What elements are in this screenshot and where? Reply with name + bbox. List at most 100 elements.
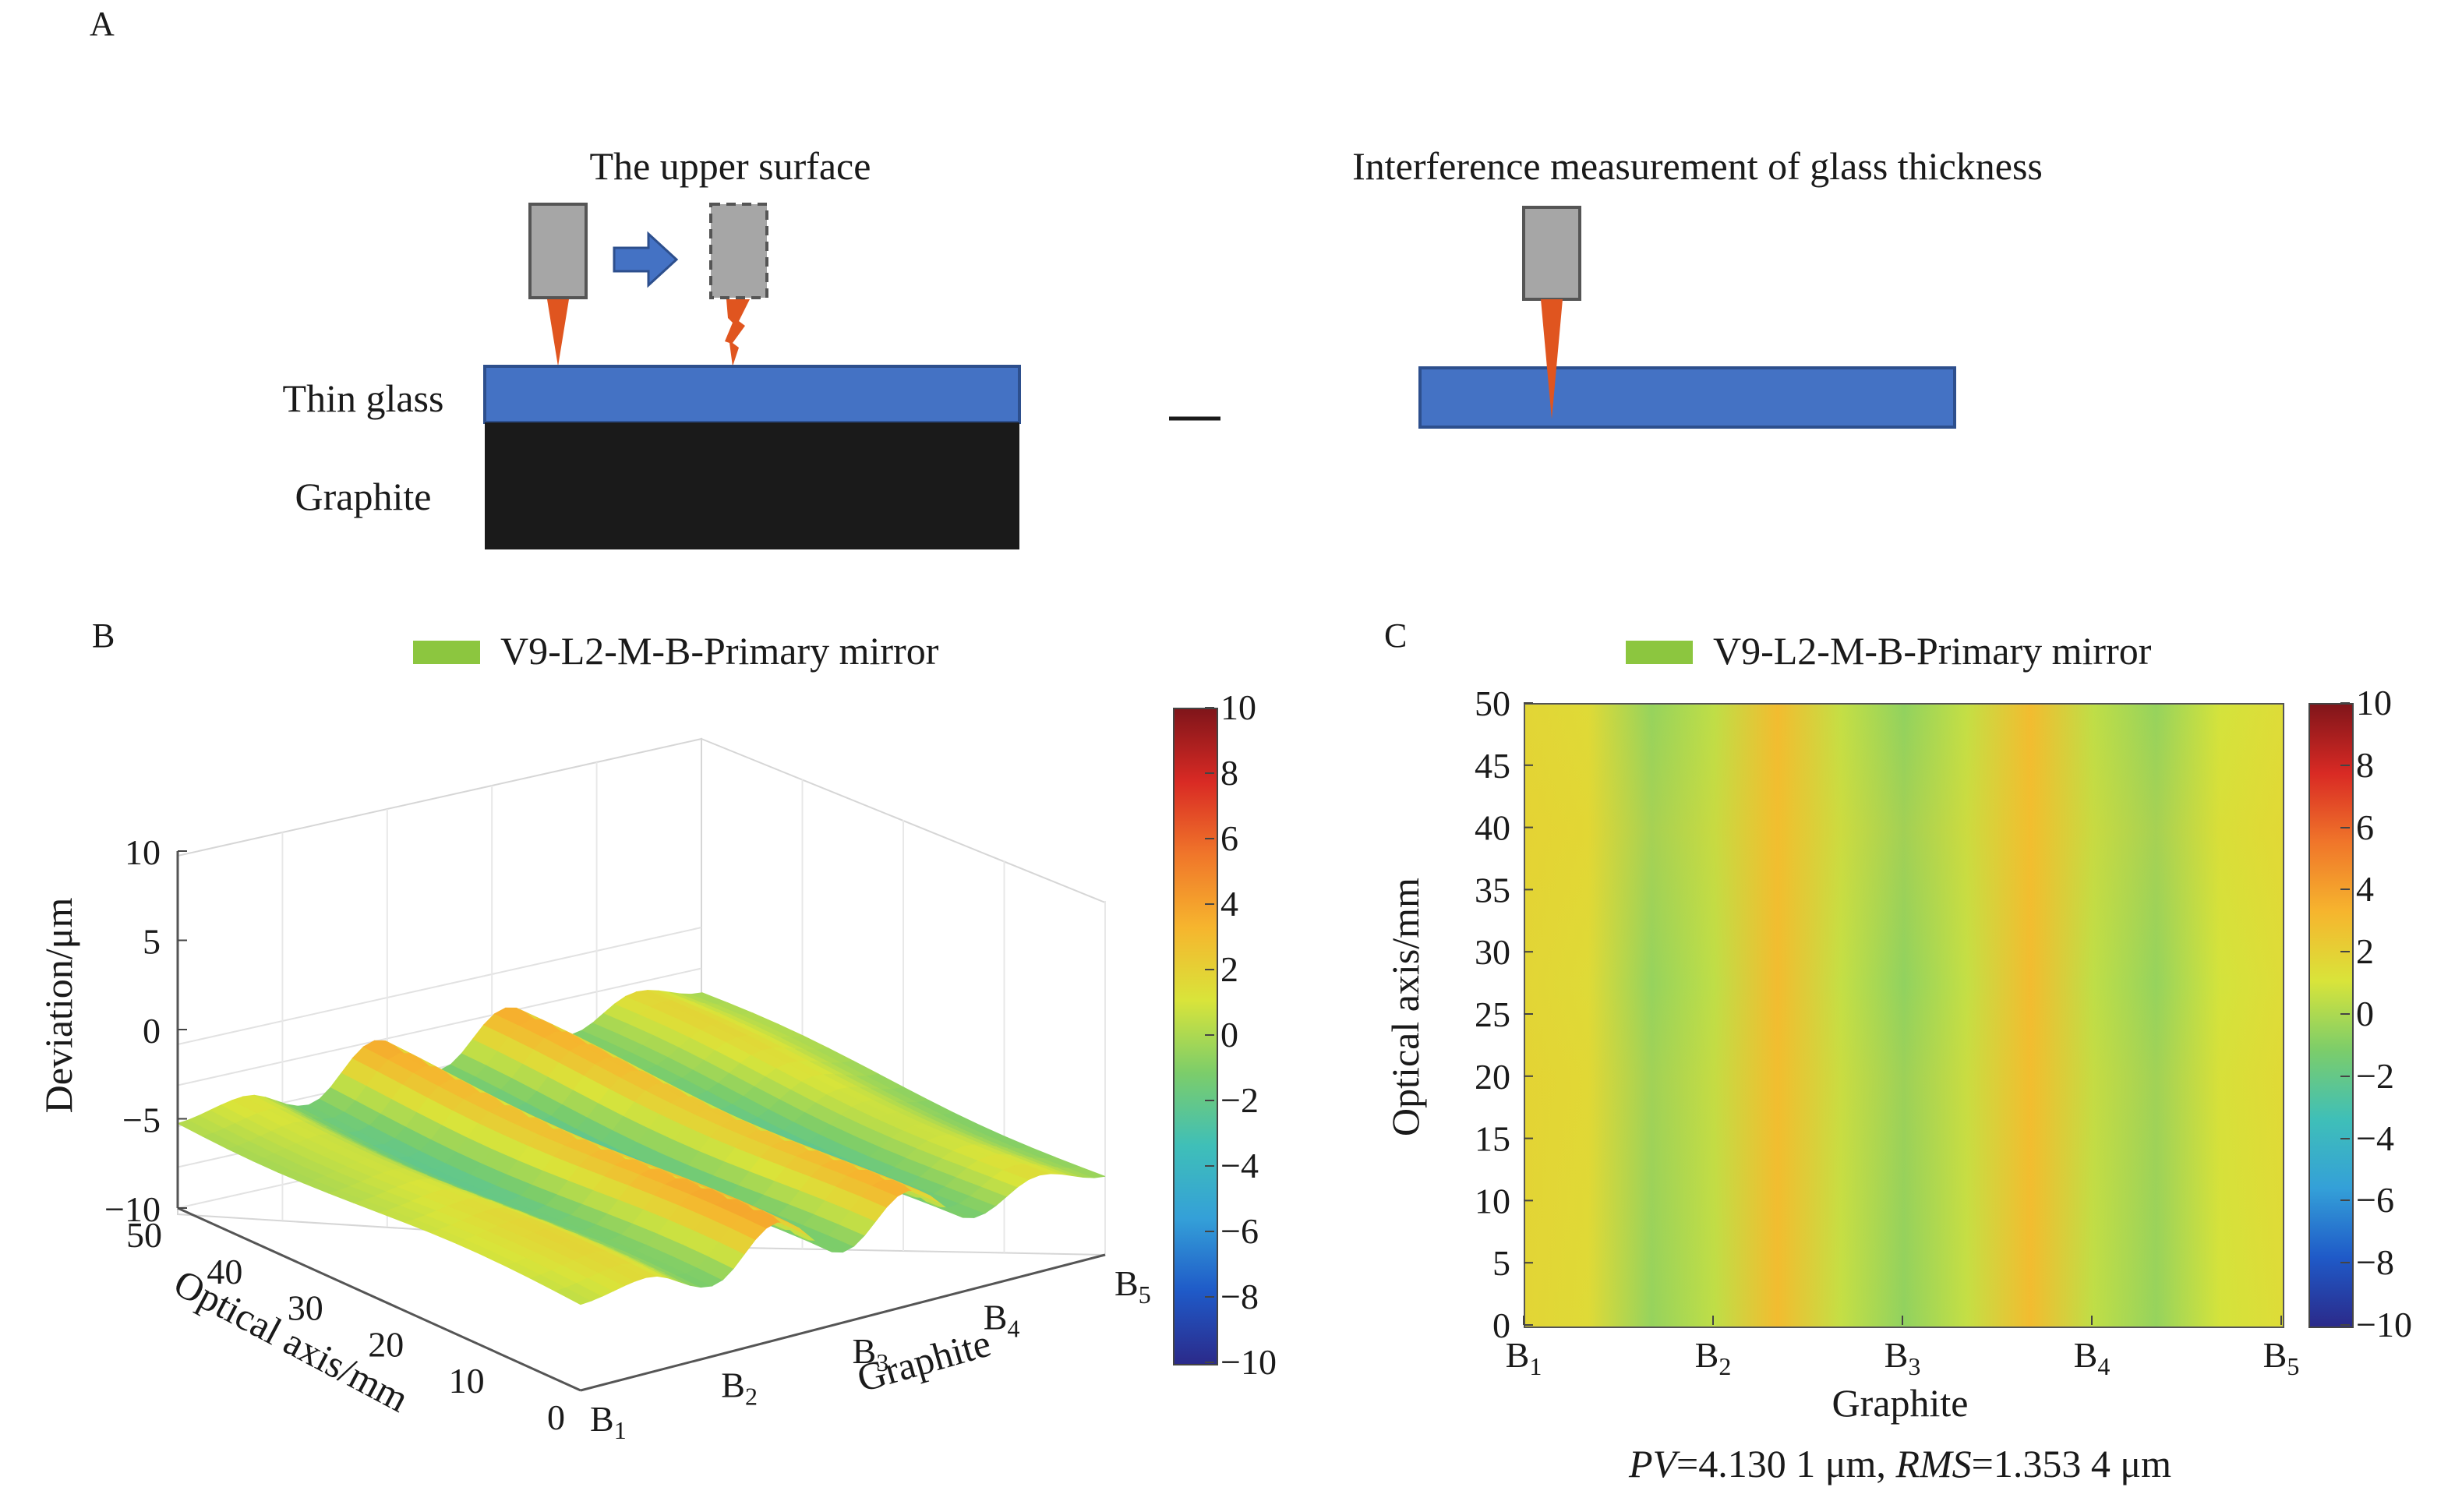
heatmap-y-tick-label: 35 (1475, 870, 1510, 910)
colorbar-tick-mark (1205, 1362, 1214, 1363)
legend-swatch-b (413, 641, 480, 664)
colorbar-tick-label: −4 (2356, 1118, 2394, 1158)
heatmap-y-label: Optical axis/mm (1383, 878, 1427, 1136)
colorbar-tick-mark (2340, 1199, 2350, 1202)
probe-dashed (709, 203, 768, 366)
y-tick-label: 20 (368, 1324, 404, 1364)
colorbar-tick-label: 6 (1220, 818, 1238, 858)
y-tick-label: 40 (207, 1252, 242, 1291)
y-tick-label: 10 (449, 1361, 485, 1401)
heatmap-y-tick-label: 15 (1475, 1119, 1510, 1159)
colorbar-tick-mark (1205, 903, 1214, 905)
colorbar-tick-label: 2 (2356, 931, 2374, 972)
colorbar-tick-label: 0 (1220, 1015, 1238, 1055)
legend-label-c: V9-L2-M-B-Primary mirror (1713, 629, 2152, 673)
caption-interference-measurement: Interference measurement of glass thickn… (1352, 144, 2043, 188)
colorbar-tick-label: 6 (2356, 807, 2374, 847)
colorbar-tick-mark (1205, 1165, 1214, 1167)
heatmap-y-tick-label: 50 (1475, 684, 1510, 723)
heatmap-y-tick-label: 0 (1492, 1305, 1510, 1345)
graphite-layer (485, 422, 1019, 549)
heatmap-y-tick-label: 40 (1475, 808, 1510, 848)
surface-marks (176, 990, 1106, 1305)
z-tick-label: −10 (104, 1189, 161, 1229)
y-tick-label: 0 (547, 1397, 565, 1437)
colorbar-tick-mark (1205, 772, 1214, 774)
heatmap-plot (1524, 703, 2284, 1328)
z-tick-label: 0 (143, 1011, 161, 1051)
colorbar-tick-label: 4 (1220, 884, 1238, 924)
move-arrow (613, 231, 679, 288)
colorbar-tick-mark (2340, 888, 2350, 891)
z-tick-label: 5 (143, 922, 161, 962)
x-tick-label: B5 (1114, 1263, 1151, 1309)
grid-line (177, 967, 702, 1086)
panel-label-a: A (90, 5, 115, 43)
heatmap-y-tick-label: 45 (1475, 746, 1510, 786)
x-axis-line (580, 1253, 1106, 1392)
x-tick-label: B2 (721, 1365, 758, 1411)
caption-upper-surface: The upper surface (590, 144, 871, 188)
panel-label-b: B (92, 616, 115, 655)
colorbar-tick-label: −6 (2356, 1180, 2394, 1221)
colorbar-b (1173, 708, 1218, 1365)
colorbar-tick-mark (2340, 702, 2350, 704)
colorbar-tick-mark (2340, 1075, 2350, 1077)
heatmap-x-tick-label: B1 (1506, 1335, 1542, 1380)
heatmap-x-tick-label: B4 (2074, 1335, 2111, 1380)
colorbar-b-ticks: 10 8 6 4 2 0 −2 −4 −6 −8 −10 (1205, 687, 1319, 1382)
heatmap-x-label: Graphite (1832, 1381, 1969, 1425)
graphite-label: Graphite (295, 475, 432, 518)
colorbar-tick-label: −8 (2356, 1242, 2394, 1283)
colorbar-tick-label: −10 (1220, 1342, 1277, 1382)
colorbar-tick-mark (2340, 951, 2350, 953)
x-tick-label: B1 (590, 1399, 627, 1444)
colorbar-tick-label: 0 (2356, 994, 2374, 1033)
y-tick-label: 50 (126, 1215, 162, 1255)
heatmap-shading (1525, 705, 2283, 1327)
thin-glass-label: Thin glass (283, 376, 444, 420)
colorbar-tick-label: −2 (1220, 1080, 1259, 1120)
heatmap-y-tick-label: 30 (1475, 932, 1510, 972)
laser-beam-dashed (725, 299, 750, 366)
heatmap-x-ticks: B1 B2 B3 B4 B5 (1506, 1316, 2300, 1380)
colorbar-tick-mark (1205, 838, 1214, 839)
legend-label-b: V9-L2-M-B-Primary mirror (500, 629, 939, 673)
colorbar-tick-mark (1205, 1231, 1214, 1232)
colorbar-tick-mark (1205, 1296, 1214, 1298)
colorbar-tick-label: 4 (2356, 869, 2374, 910)
colorbar-tick-label: 8 (2356, 744, 2374, 785)
heatmap-y-tick-label: 20 (1475, 1057, 1510, 1097)
colorbar-tick-label: 10 (1220, 687, 1256, 727)
laser-beam (547, 299, 569, 366)
colorbar-tick-label: −8 (1220, 1277, 1259, 1316)
x-tick-label: B4 (984, 1298, 1020, 1343)
z-axis-label: Deviation/μm (37, 898, 80, 1114)
rms-label: RMS (1895, 1442, 1972, 1486)
y-tick-label: 30 (288, 1288, 323, 1328)
colorbar-tick-label: −2 (2356, 1055, 2394, 1096)
heatmap-x-tick-label: B5 (2263, 1335, 2300, 1380)
laser-beam-through-glass (1541, 299, 1563, 419)
heatmap-x-tick-label: B3 (1885, 1335, 1921, 1380)
colorbar-tick-label: 2 (1220, 949, 1238, 989)
colorbar-tick-mark (2340, 1013, 2350, 1015)
colorbar-tick-mark (1205, 969, 1214, 970)
colorbar-c (2308, 703, 2354, 1328)
colorbar-tick-label: −10 (2356, 1305, 2412, 1344)
heatmap-y-tick-label: 5 (1492, 1243, 1510, 1283)
rms-value: =1.353 4 μm (1971, 1442, 2172, 1486)
colorbar-tick-label: 8 (1220, 753, 1238, 793)
y-axis-line (177, 1206, 581, 1392)
glass-thickness-sample (1418, 366, 1956, 429)
z-tick-label: −5 (122, 1100, 161, 1140)
colorbar-tick-mark (2340, 1262, 2350, 1264)
pv-rms-stats: PV=4.130 1 μm, RMS=1.353 4 μm (1629, 1441, 2171, 1486)
colorbar-tick-mark (2340, 1324, 2350, 1326)
colorbar-c-ticks: 10 8 6 4 2 0 −2 −4 −6 −8 −10 (2340, 683, 2454, 1344)
heatmap-y-tick-label: 10 (1475, 1181, 1510, 1221)
z-tick-label: 10 (125, 832, 161, 872)
